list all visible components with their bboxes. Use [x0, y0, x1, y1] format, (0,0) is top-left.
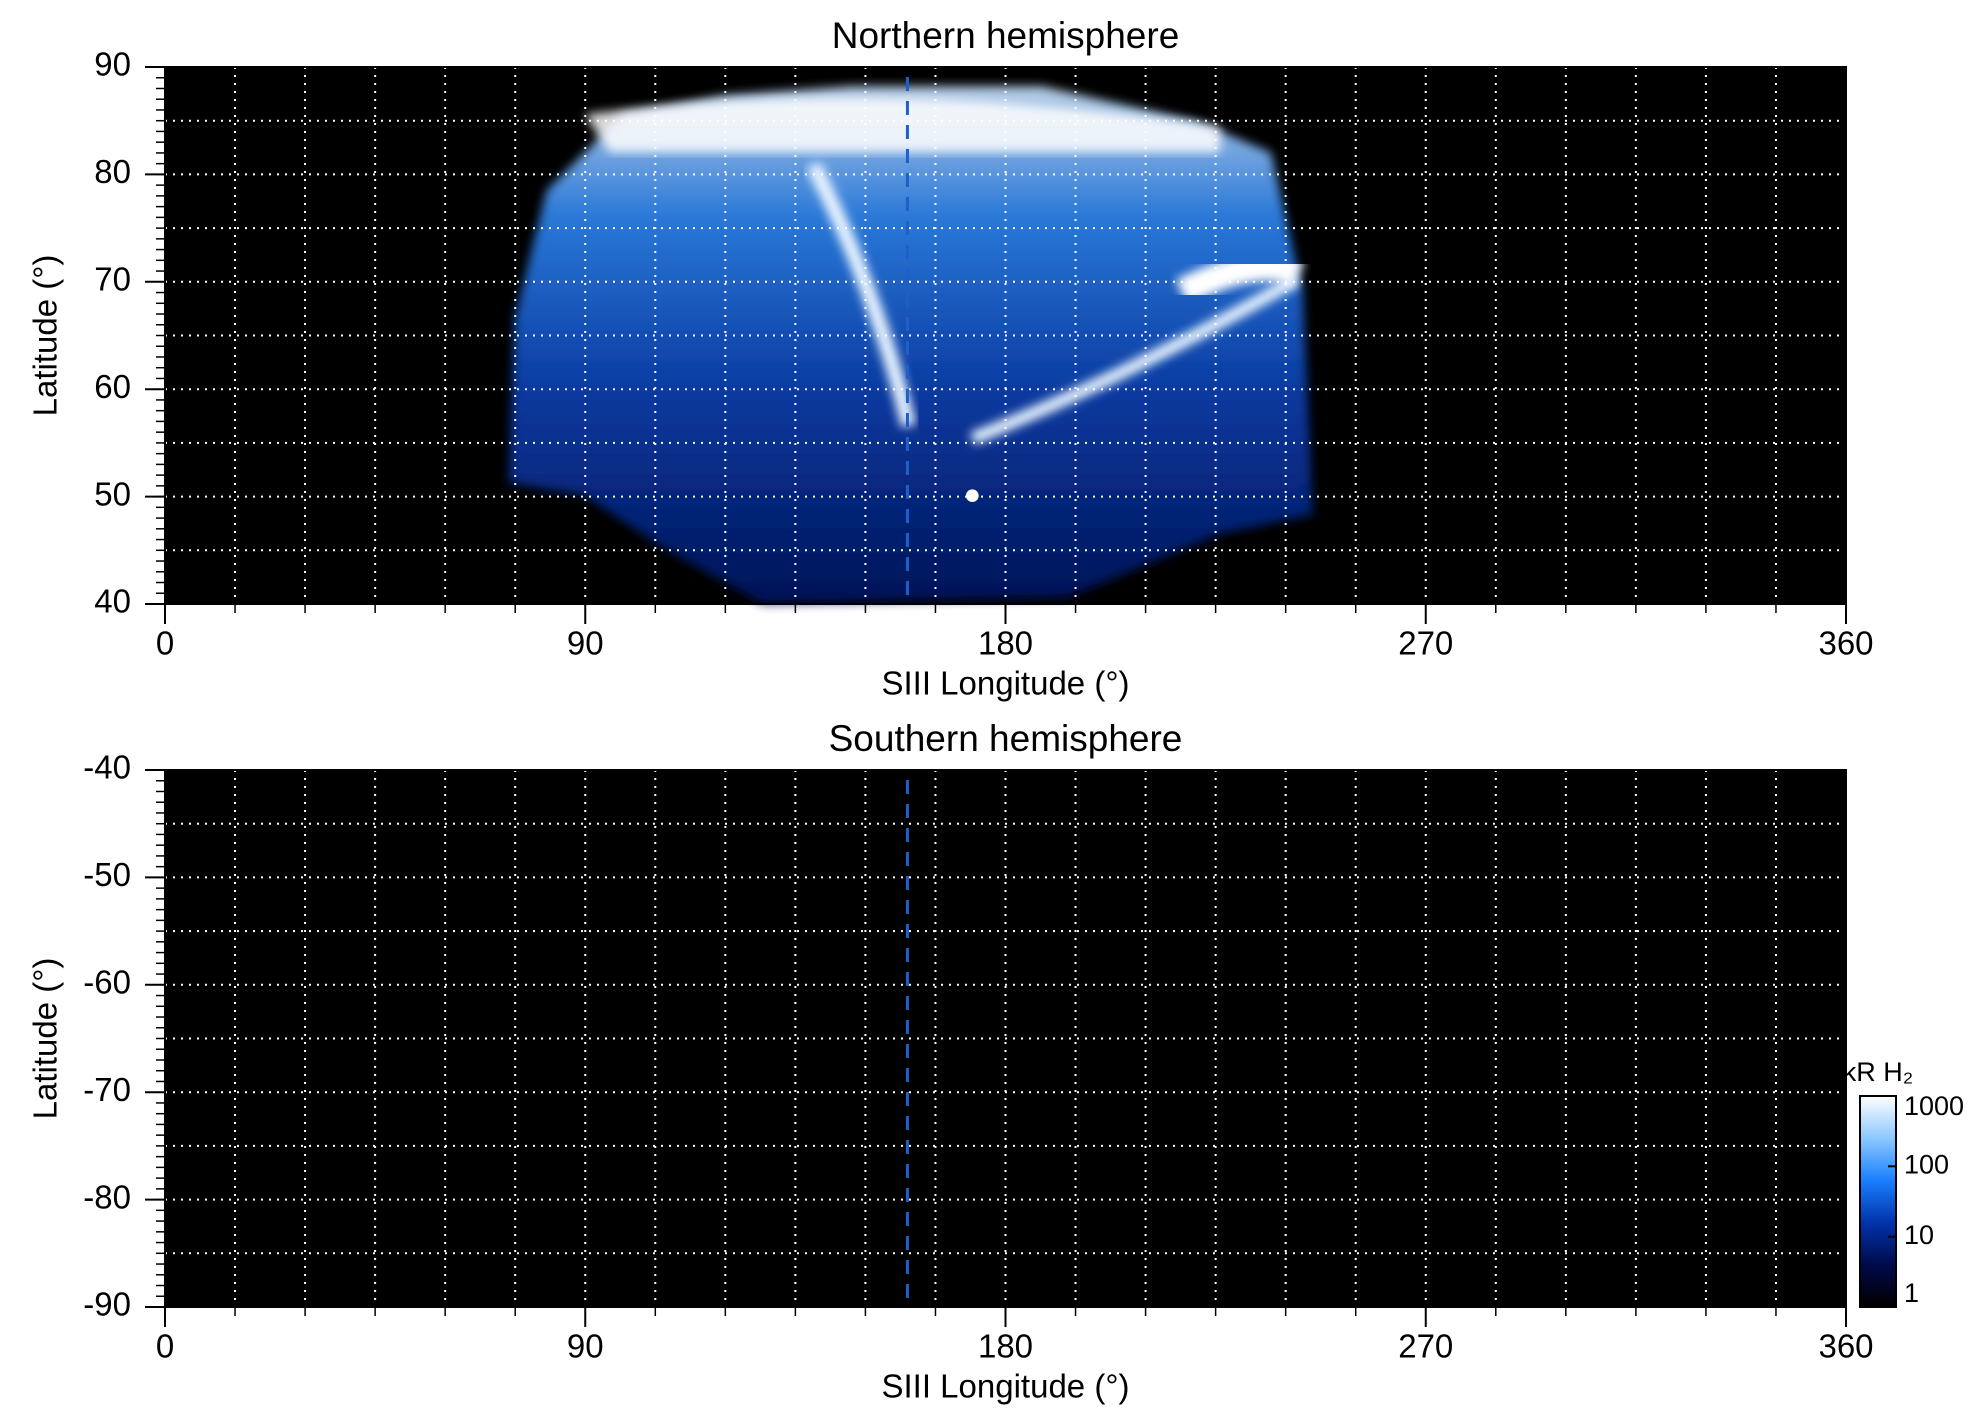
y-tick-label: -50	[83, 856, 131, 893]
x-tick-label: 360	[1818, 1328, 1873, 1365]
y-tick-label: 90	[94, 46, 131, 83]
y-tick-label: -70	[83, 1071, 131, 1108]
y-tick-label: -90	[83, 1286, 131, 1323]
y-axis-label: Latitude (°)	[27, 958, 64, 1120]
y-tick-label: -40	[83, 749, 131, 786]
colorbar-label: kR H₂	[1843, 1057, 1913, 1087]
x-tick-label: 180	[978, 1328, 1033, 1365]
x-tick-label: 360	[1818, 625, 1873, 662]
y-tick-label: 80	[94, 153, 131, 190]
x-tick-label: 270	[1398, 1328, 1453, 1365]
chart-title: Southern hemisphere	[829, 718, 1183, 759]
x-axis-label: SIII Longitude (°)	[882, 665, 1130, 702]
frame	[164, 769, 1847, 1308]
colorbar	[1859, 1095, 1897, 1308]
auroral-emission	[508, 86, 1313, 604]
y-tick-label: 40	[94, 583, 131, 620]
x-axis-label: SIII Longitude (°)	[882, 1368, 1130, 1405]
y-axis-label: Latitude (°)	[27, 255, 64, 417]
y-tick-label: -80	[83, 1178, 131, 1215]
colorbar-tick-label: 1000	[1904, 1091, 1964, 1121]
x-tick-label: 0	[156, 625, 174, 662]
y-tick-label: 70	[94, 261, 131, 298]
x-tick-label: 270	[1398, 625, 1453, 662]
y-tick-label: 60	[94, 368, 131, 405]
chart-title: Northern hemisphere	[832, 15, 1180, 56]
colorbar-tick-label: 100	[1904, 1149, 1949, 1179]
frame	[164, 66, 1847, 605]
x-tick-label: 180	[978, 625, 1033, 662]
x-tick-label: 90	[567, 1328, 604, 1365]
x-tick-label: 0	[156, 1328, 174, 1365]
colorbar-tick-label: 10	[1904, 1220, 1934, 1250]
colorbar-tick-label: 1	[1904, 1278, 1919, 1308]
x-tick-label: 90	[567, 625, 604, 662]
y-tick-label: 50	[94, 475, 131, 512]
y-tick-label: -60	[83, 964, 131, 1001]
